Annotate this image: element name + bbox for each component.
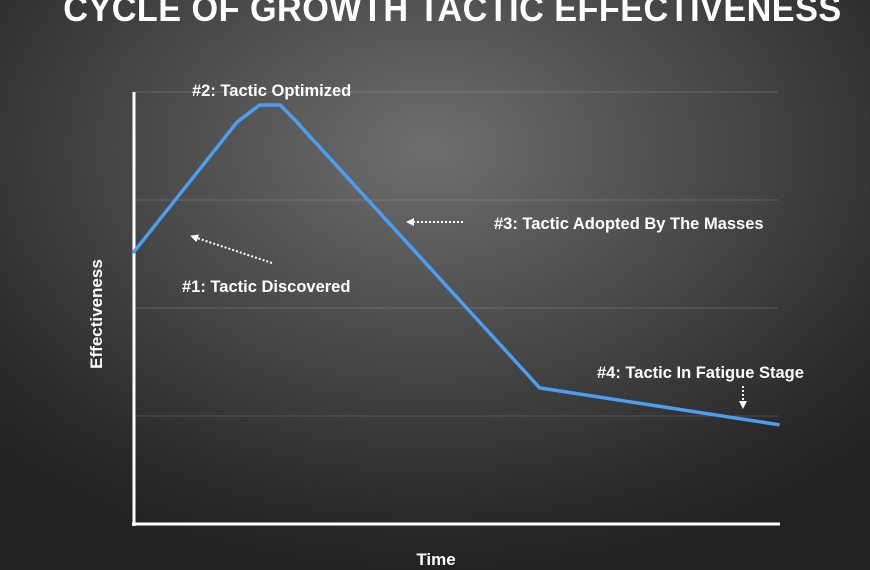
series-line-1 — [132, 103, 780, 427]
gridlines — [134, 91, 778, 417]
y-axis-label: Effectiveness — [87, 259, 106, 369]
annotation-1-label: #1: Tactic Discovered — [182, 278, 350, 296]
annotation-1-arrow — [190, 234, 273, 264]
x-axis-label: Time — [416, 550, 455, 569]
annotation-2-label: #2: Tactic Optimized — [192, 82, 351, 100]
chart-title: CYCLE OF GROWTH TACTIC EFFECTIVENESS — [63, 0, 842, 29]
series-layer — [132, 103, 780, 427]
annotation-3-label: #3: Tactic Adopted By The Masses — [494, 215, 764, 233]
annotation-4-label: #4: Tactic In Fatigue Stage — [597, 364, 804, 382]
